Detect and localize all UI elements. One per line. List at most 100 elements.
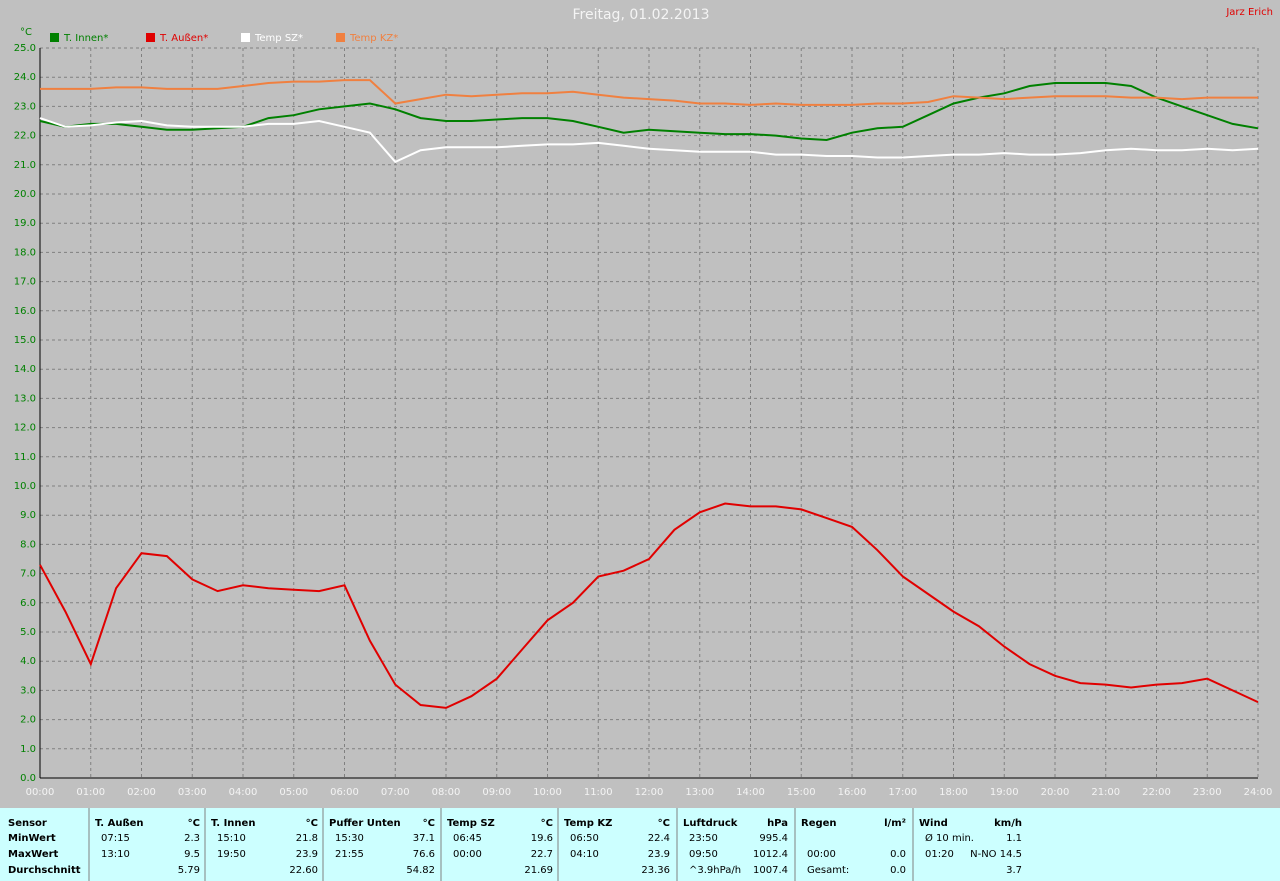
y-tick-label: 17.0 [14, 277, 36, 288]
cell-label: 13:10 [101, 849, 130, 860]
cell-value: 1.1 [1006, 833, 1022, 844]
cell-value: 995.4 [759, 833, 788, 844]
cell-value: 0.0 [890, 865, 906, 876]
legend-label: T. Innen* [63, 33, 108, 44]
y-tick-label: 12.0 [14, 423, 36, 434]
y-tick-label: 9.0 [20, 510, 36, 521]
cell-value: 22.4 [648, 833, 670, 844]
group-title: Temp KZ [564, 818, 612, 829]
cell-label: 19:50 [217, 849, 246, 860]
y-tick-label: 25.0 [14, 43, 36, 54]
group-unit: °C [658, 818, 670, 829]
group-unit: °C [306, 818, 318, 829]
y-tick-label: 16.0 [14, 306, 36, 317]
y-tick-label: 4.0 [20, 656, 36, 667]
cell-label: 07:15 [101, 833, 130, 844]
x-tick-label: 21:00 [1091, 787, 1120, 798]
x-tick-label: 13:00 [685, 787, 714, 798]
cell-label: 23:50 [689, 833, 718, 844]
legend-swatch [50, 33, 59, 42]
legend-label: Temp SZ* [254, 33, 303, 44]
x-tick-label: 03:00 [178, 787, 207, 798]
x-tick-label: 15:00 [787, 787, 816, 798]
y-tick-label: 21.0 [14, 160, 36, 171]
group-title: Luftdruck [683, 818, 738, 829]
x-tick-label: 00:00 [26, 787, 55, 798]
cell-label: Gesamt: [807, 865, 849, 876]
x-tick-label: 09:00 [482, 787, 511, 798]
x-tick-label: 17:00 [888, 787, 917, 798]
y-tick-label: 23.0 [14, 101, 36, 112]
y-tick-label: 1.0 [20, 744, 36, 755]
cell-value: 0.0 [890, 849, 906, 860]
y-tick-label: 7.0 [20, 569, 36, 580]
legend-label: Temp KZ* [349, 33, 398, 44]
group-title: T. Außen [95, 818, 144, 829]
group-unit: °C [541, 818, 553, 829]
chart-title: Freitag, 01.02.2013 [573, 7, 710, 23]
y-tick-label: 11.0 [14, 452, 36, 463]
x-tick-label: 22:00 [1142, 787, 1171, 798]
cell-label: 00:00 [807, 849, 836, 860]
cell-value: 2.3 [184, 833, 200, 844]
x-tick-label: 08:00 [432, 787, 461, 798]
cell-value: 76.6 [413, 849, 435, 860]
y-tick-label: 5.0 [20, 627, 36, 638]
author: Jarz Erich [1225, 7, 1273, 18]
group-unit: °C [188, 818, 200, 829]
cell-value: 19.6 [531, 833, 553, 844]
cell-value: 23.9 [648, 849, 670, 860]
x-tick-label: 06:00 [330, 787, 359, 798]
group-title: Puffer Unten [329, 818, 401, 829]
legend-swatch [241, 33, 250, 42]
cell-label: 21:55 [335, 849, 364, 860]
x-tick-label: 14:00 [736, 787, 765, 798]
x-tick-label: 19:00 [990, 787, 1019, 798]
y-tick-label: 8.0 [20, 539, 36, 550]
x-tick-label: 02:00 [127, 787, 156, 798]
cell-value: 23.9 [296, 849, 318, 860]
y-tick-label: 20.0 [14, 189, 36, 200]
y-tick-label: 15.0 [14, 335, 36, 346]
chart-background [0, 0, 1280, 808]
row-label: MaxWert [8, 849, 59, 860]
group-unit: km/h [994, 818, 1022, 829]
y-tick-label: 3.0 [20, 685, 36, 696]
row-label: MinWert [8, 833, 56, 844]
legend-swatch [336, 33, 345, 42]
y-tick-label: 22.0 [14, 131, 36, 142]
x-tick-label: 05:00 [279, 787, 308, 798]
cell-value: 21.69 [524, 865, 553, 876]
cell-value: 1007.4 [753, 865, 788, 876]
group-title: T. Innen [211, 818, 255, 829]
y-tick-label: 6.0 [20, 598, 36, 609]
cell-label: 15:30 [335, 833, 364, 844]
x-tick-label: 20:00 [1041, 787, 1070, 798]
cell-label: 01:20 [925, 849, 954, 860]
y-tick-label: 2.0 [20, 715, 36, 726]
cell-label: 09:50 [689, 849, 718, 860]
cell-value: 3.7 [1006, 865, 1022, 876]
cell-value: 21.8 [296, 833, 318, 844]
group-title: Wind [919, 818, 948, 829]
y-tick-label: 19.0 [14, 218, 36, 229]
cell-label: 06:45 [453, 833, 482, 844]
x-tick-label: 01:00 [76, 787, 105, 798]
table-background [0, 808, 1280, 881]
x-tick-label: 10:00 [533, 787, 562, 798]
y-tick-label: 24.0 [14, 72, 36, 83]
x-tick-label: 16:00 [838, 787, 867, 798]
cell-label: 04:10 [570, 849, 599, 860]
y-tick-label: 13.0 [14, 393, 36, 404]
group-unit: hPa [767, 818, 788, 829]
cell-value: 1012.4 [753, 849, 788, 860]
cell-value: 37.1 [413, 833, 435, 844]
row-label: Sensor [8, 818, 47, 829]
y-tick-label: 14.0 [14, 364, 36, 375]
group-unit: °C [423, 818, 435, 829]
cell-label: 00:00 [453, 849, 482, 860]
x-tick-label: 04:00 [229, 787, 258, 798]
legend-swatch [146, 33, 155, 42]
x-tick-label: 12:00 [635, 787, 664, 798]
